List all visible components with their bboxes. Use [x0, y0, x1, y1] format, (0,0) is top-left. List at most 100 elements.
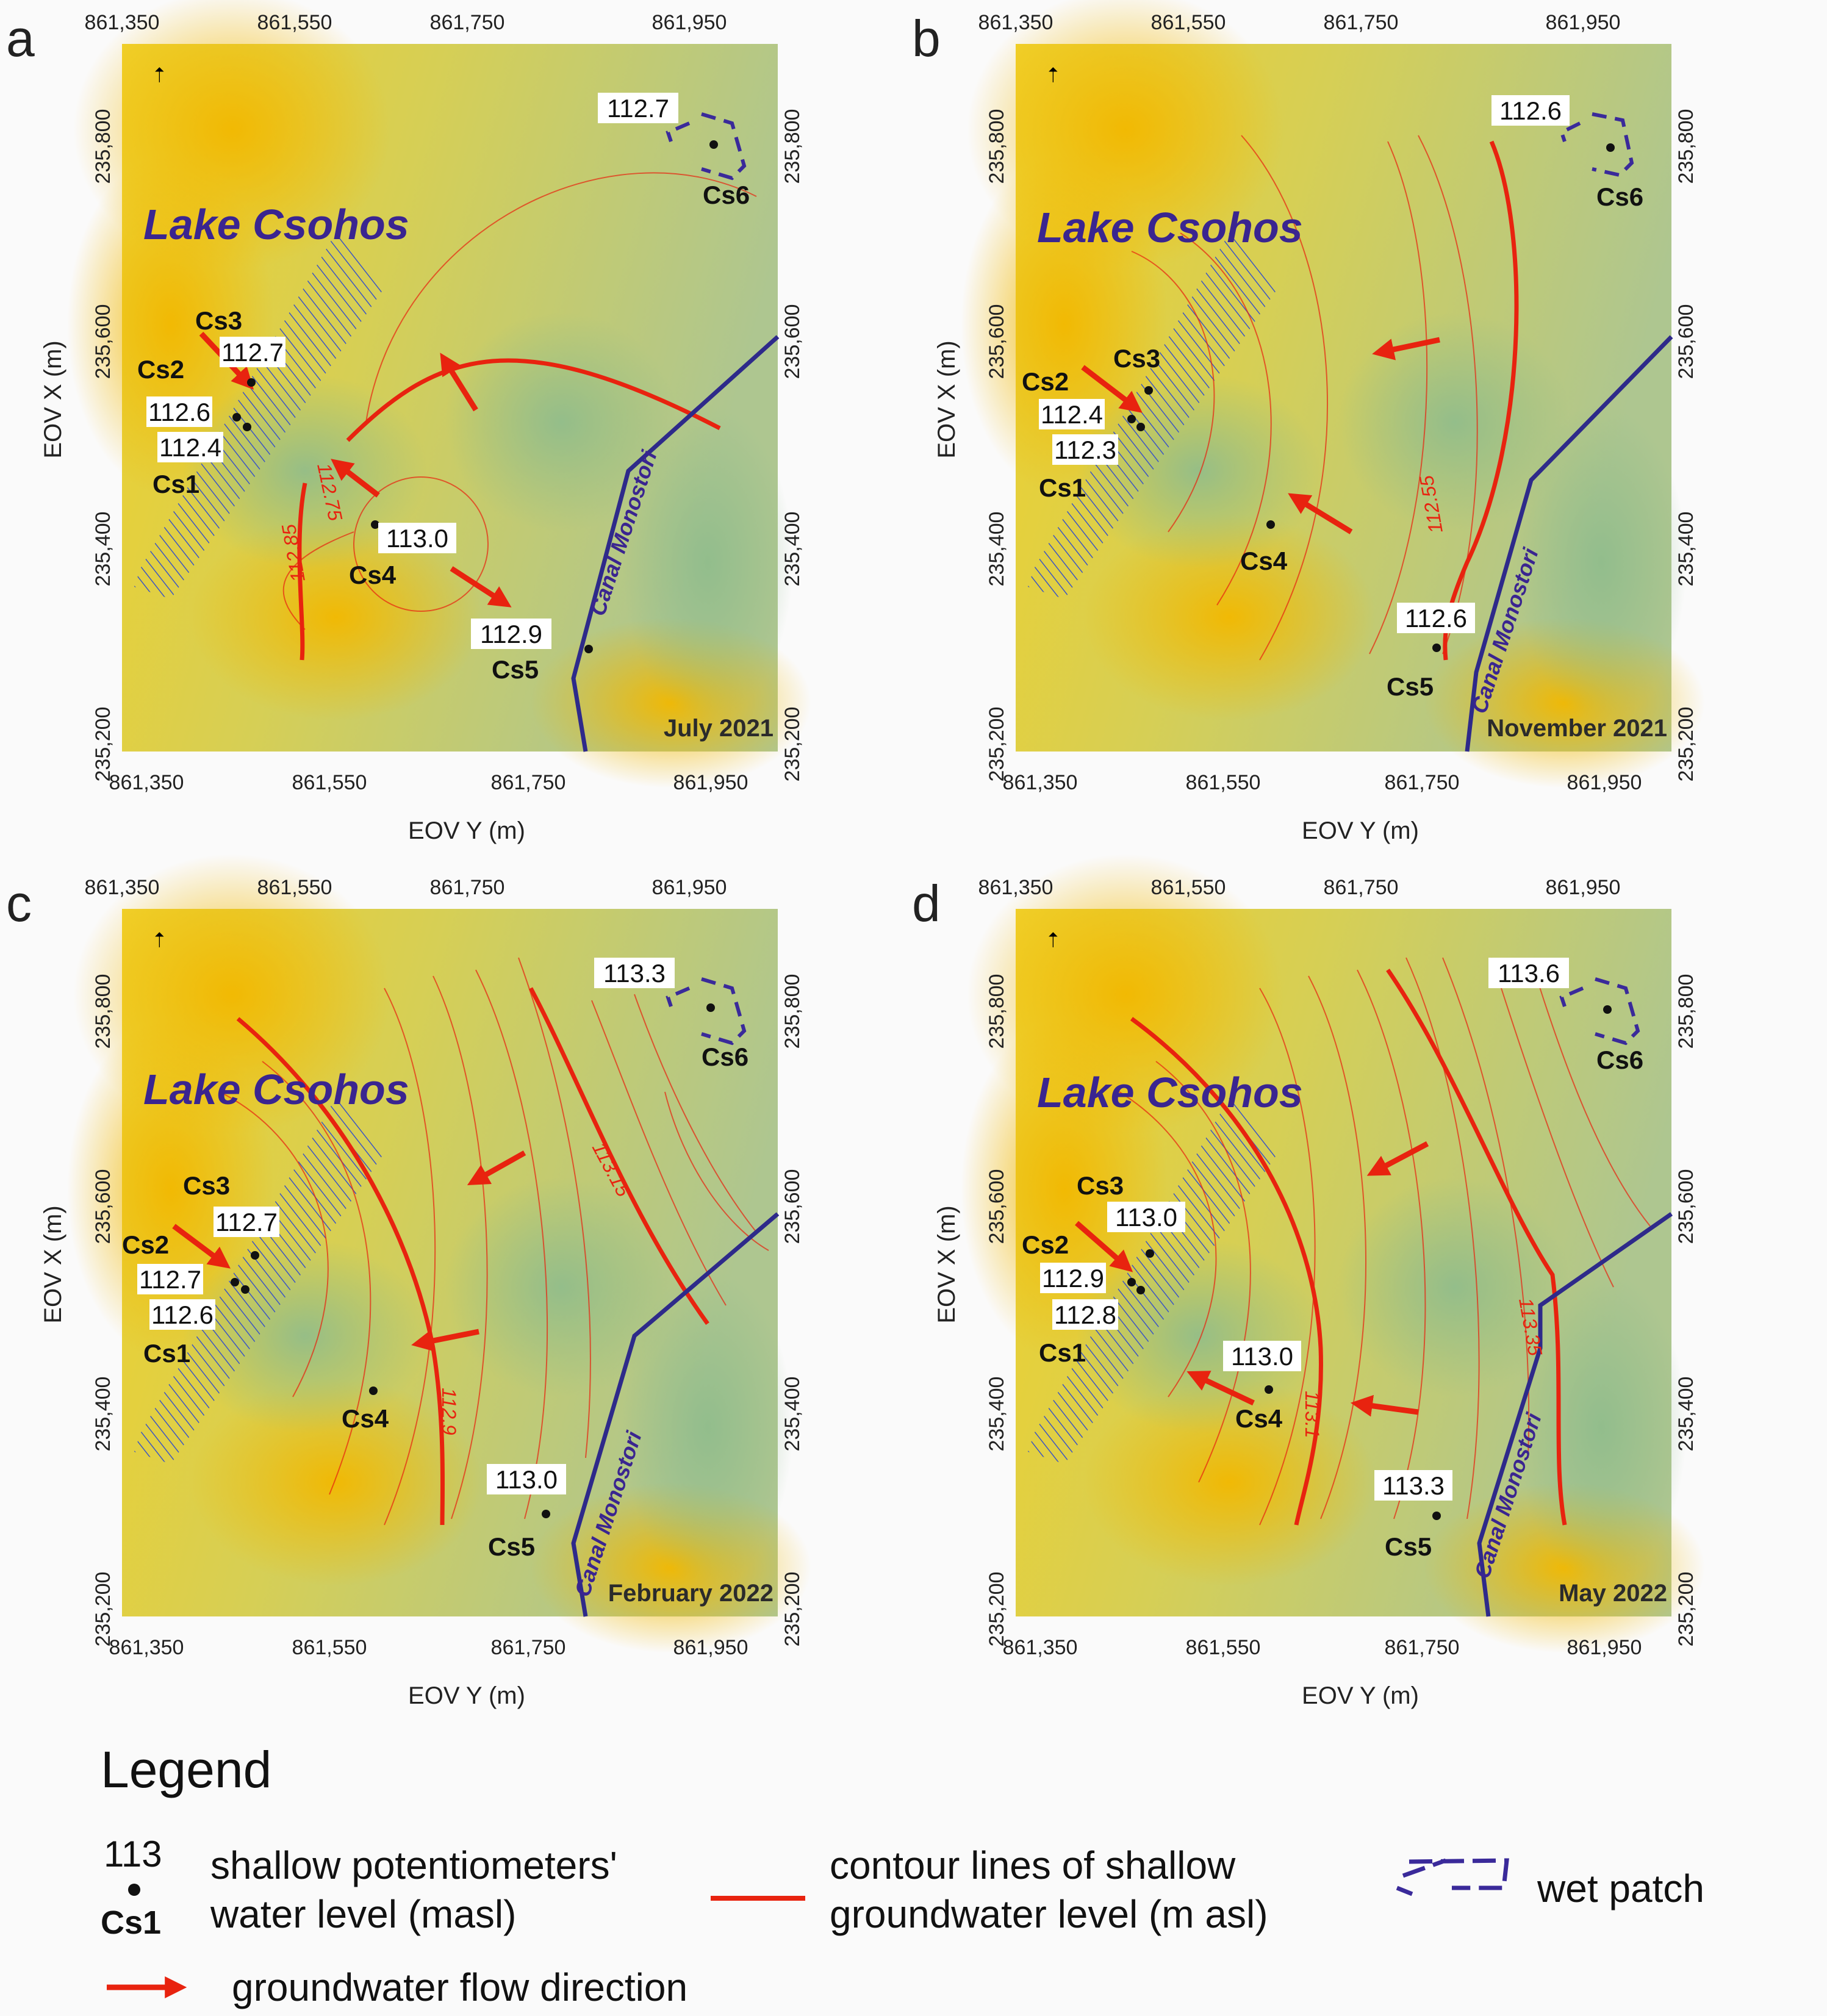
svg-text:235,400: 235,400 [1674, 512, 1698, 587]
svg-text:861,950: 861,950 [652, 11, 727, 34]
svg-text:EOV Y (m): EOV Y (m) [1302, 817, 1419, 844]
panel-letter-a: a [6, 10, 35, 67]
svg-text:EOV X (m): EOV X (m) [933, 1205, 960, 1323]
svg-text:861,550: 861,550 [1151, 11, 1226, 34]
wells: Cs3 112.4 Cs2 112.3 Cs1 Cs4 112.6 Cs5 112.6… [1022, 95, 1643, 701]
map-panel-d: ➝ Lake Csohos Canal Monostori May 2022 1… [961, 854, 1705, 1653]
svg-text:Cs4: Cs4 [1240, 547, 1288, 575]
svg-text:112.6: 112.6 [1405, 604, 1467, 633]
well-cs6: 112.6 Cs6 [1491, 95, 1643, 211]
svg-text:861,950: 861,950 [1546, 11, 1621, 34]
svg-text:113.0: 113.0 [1115, 1203, 1177, 1232]
svg-text:112.4: 112.4 [159, 433, 221, 462]
svg-text:113.3: 113.3 [603, 959, 666, 988]
lake-area-hatched [1028, 233, 1278, 599]
north-arrow-icon: ➝ [1041, 931, 1064, 949]
svg-text:861,750: 861,750 [1324, 876, 1399, 899]
svg-text:groundwater flow direction: groundwater flow direction [232, 1965, 687, 2009]
svg-text:113: 113 [104, 1834, 162, 1874]
svg-text:113.3: 113.3 [1382, 1471, 1445, 1500]
well-cs5: 113.3 Cs5 [1374, 1470, 1452, 1561]
lake-area-hatched [134, 1098, 384, 1464]
panel-date: February 2022 [608, 1580, 774, 1607]
svg-text:861,750: 861,750 [491, 1636, 566, 1659]
well-cs5: 112.9 Cs5 [471, 619, 551, 684]
svg-text:861,750: 861,750 [430, 11, 505, 34]
lake-label: Lake Csohos [143, 1066, 409, 1113]
svg-text:235,600: 235,600 [781, 1169, 804, 1244]
svg-text:Cs2: Cs2 [122, 1230, 169, 1259]
svg-text:235,200: 235,200 [985, 1572, 1008, 1647]
svg-text:235,400: 235,400 [985, 512, 1008, 587]
main-contours [236, 987, 709, 1526]
flow-arrows [1075, 1141, 1429, 1417]
svg-text:235,200: 235,200 [985, 707, 1008, 782]
contour-112-75 [346, 358, 721, 442]
svg-text:235,400: 235,400 [781, 1377, 804, 1452]
svg-text:861,750: 861,750 [430, 876, 505, 899]
wells: 112.7 Cs3 112.6 Cs2 112.4 Cs1 113.0 Cs4 112.… [137, 93, 750, 684]
svg-text:Cs6: Cs6 [1596, 182, 1643, 211]
axis-frame-a: 861,350 861,550 861,750 861,950 861,350 … [6, 10, 804, 844]
wet-patch-outline [1559, 977, 1640, 1046]
well-cs3: Cs3 [1113, 344, 1160, 373]
main-contours [297, 358, 721, 661]
svg-text:Cs2: Cs2 [137, 355, 184, 384]
canal-monostori [1477, 1212, 1673, 1617]
canal-monostori [571, 1212, 780, 1617]
svg-text:Cs5: Cs5 [1385, 1532, 1432, 1561]
lake-area-hatched [134, 233, 384, 599]
svg-text:groundwater level (m asl): groundwater level (m asl) [830, 1892, 1268, 1936]
flow-arrows [172, 1150, 526, 1352]
svg-text:Cs1: Cs1 [143, 1339, 190, 1368]
elevation-background [67, 854, 811, 1653]
svg-text:Cs5: Cs5 [1387, 672, 1434, 701]
well-cs5: 112.6 Cs5 [1387, 603, 1475, 701]
svg-text:Cs1: Cs1 [101, 1904, 161, 1941]
svg-text:Cs2: Cs2 [1022, 1230, 1069, 1259]
svg-text:shallow potentiometers': shallow potentiometers' [210, 1843, 617, 1887]
svg-text:112.9: 112.9 [1042, 1264, 1104, 1293]
svg-text:water level (masl): water level (masl) [210, 1892, 516, 1936]
thin-contours [1119, 957, 1651, 1526]
svg-text:235,600: 235,600 [1674, 1169, 1698, 1244]
svg-text:861,350: 861,350 [978, 876, 1053, 899]
svg-text:113.0: 113.0 [386, 524, 448, 553]
contour-112-85 [297, 482, 307, 661]
contour-112-9 [236, 1017, 445, 1526]
svg-text:235,800: 235,800 [985, 109, 1008, 184]
svg-text:Cs3: Cs3 [1113, 344, 1160, 373]
svg-text:113.6: 113.6 [1498, 959, 1560, 988]
svg-text:EOV Y (m): EOV Y (m) [1302, 1682, 1419, 1709]
well-cs1: 112.4 Cs1 [153, 432, 223, 498]
panel-date: July 2021 [664, 715, 774, 742]
svg-text:861,350: 861,350 [1003, 1636, 1078, 1659]
legend-wet-patch: wet patch [1396, 1858, 1704, 1910]
svg-text:Cs6: Cs6 [1596, 1046, 1643, 1074]
map-panel-a: ➝ Lake Csohos Canal Monostori July 2021 … [67, 0, 811, 788]
svg-text:Cs6: Cs6 [703, 181, 750, 209]
contour-113-15 [528, 987, 709, 1325]
svg-text:235,200: 235,200 [781, 707, 804, 782]
well-cs2: 112.9 Cs2 [1022, 1230, 1106, 1293]
well-cs6: 112.7 Cs6 [598, 93, 750, 209]
svg-text:112.8: 112.8 [1054, 1300, 1116, 1329]
svg-text:861,550: 861,550 [292, 771, 367, 794]
well-cs1: 112.8 Cs1 [1039, 1299, 1118, 1367]
wet-patch-outline [666, 977, 747, 1046]
svg-text:Cs1: Cs1 [1039, 473, 1086, 502]
svg-text:Cs4: Cs4 [1235, 1404, 1283, 1433]
svg-text:Cs5: Cs5 [488, 1532, 535, 1561]
svg-text:235,600: 235,600 [985, 1169, 1008, 1244]
svg-text:235,200: 235,200 [92, 707, 115, 782]
wet-patch-icon [1396, 1858, 1509, 1896]
legend-potentiometer: 113 Cs1 shallow potentiometers' water le… [101, 1834, 617, 1941]
north-arrow-icon: ➝ [1041, 66, 1064, 84]
well-cs1: 112.3 Cs1 [1039, 434, 1118, 502]
legend-contour: contour lines of shallow groundwater lev… [711, 1843, 1268, 1936]
svg-text:112.6: 112.6 [1499, 96, 1562, 125]
svg-text:861,750: 861,750 [1385, 1636, 1460, 1659]
svg-text:235,800: 235,800 [1674, 974, 1698, 1049]
svg-text:861,350: 861,350 [109, 1636, 184, 1659]
panel-date: November 2021 [1487, 715, 1667, 742]
